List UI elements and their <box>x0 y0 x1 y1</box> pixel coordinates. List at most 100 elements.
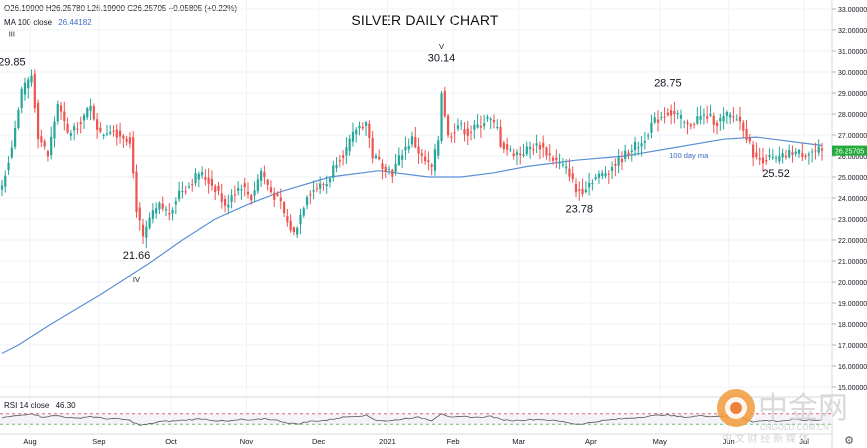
candle[interactable] <box>63 101 66 131</box>
candle[interactable] <box>73 122 76 141</box>
candle[interactable] <box>456 118 460 132</box>
candle[interactable] <box>92 103 95 121</box>
candle[interactable] <box>748 134 751 145</box>
candle[interactable] <box>378 149 381 161</box>
candle[interactable] <box>309 190 312 205</box>
candle[interactable] <box>82 113 86 130</box>
candle[interactable] <box>7 156 10 176</box>
candle[interactable] <box>230 189 233 209</box>
candle[interactable] <box>312 180 315 200</box>
candle[interactable] <box>17 107 20 130</box>
candle[interactable] <box>217 182 220 196</box>
candle[interactable] <box>374 153 378 160</box>
candle[interactable] <box>27 76 30 99</box>
candle[interactable] <box>289 214 292 233</box>
candle[interactable] <box>774 155 778 163</box>
candle[interactable] <box>184 185 187 195</box>
candle[interactable] <box>673 101 676 124</box>
rsi-legend[interactable]: RSI 14 close 46.30 <box>4 401 76 410</box>
candle[interactable] <box>220 183 223 209</box>
candle[interactable] <box>174 197 177 215</box>
candle[interactable] <box>597 170 601 184</box>
candle[interactable] <box>351 122 355 147</box>
candle[interactable] <box>282 200 286 218</box>
candle[interactable] <box>588 172 591 196</box>
candle[interactable] <box>348 134 351 156</box>
candle[interactable] <box>571 166 574 183</box>
candle[interactable] <box>453 123 456 143</box>
candle[interactable] <box>53 116 56 148</box>
candle[interactable] <box>263 165 266 185</box>
candle[interactable] <box>122 133 125 148</box>
candle[interactable] <box>145 220 148 249</box>
candle[interactable] <box>207 168 210 194</box>
candle[interactable] <box>440 90 443 144</box>
candle[interactable] <box>755 142 758 160</box>
candle[interactable] <box>79 116 82 134</box>
candle[interactable] <box>712 112 715 133</box>
candle[interactable] <box>158 201 161 214</box>
candle[interactable] <box>227 194 230 215</box>
candle[interactable] <box>584 181 587 194</box>
candle[interactable] <box>76 122 79 135</box>
candle[interactable] <box>214 183 217 201</box>
rsi-line[interactable] <box>1 413 823 426</box>
candle[interactable] <box>223 195 227 213</box>
candle[interactable] <box>732 107 735 123</box>
candle[interactable] <box>765 154 768 166</box>
candle[interactable] <box>23 77 27 101</box>
candle[interactable] <box>397 147 400 167</box>
candle[interactable] <box>499 119 502 148</box>
candle[interactable] <box>535 134 538 154</box>
candle[interactable] <box>164 205 168 217</box>
candle[interactable] <box>299 208 302 235</box>
candle[interactable] <box>371 130 374 164</box>
candle[interactable] <box>624 144 627 163</box>
candle[interactable] <box>486 114 489 122</box>
candle[interactable] <box>305 195 309 210</box>
candle[interactable] <box>256 173 259 194</box>
candle[interactable] <box>276 191 279 197</box>
candle[interactable] <box>319 176 322 194</box>
candle[interactable] <box>194 168 197 187</box>
candle[interactable] <box>141 218 145 245</box>
candle[interactable] <box>381 159 384 180</box>
candle[interactable] <box>581 178 584 197</box>
candle[interactable] <box>469 125 473 141</box>
candle[interactable] <box>502 140 505 153</box>
candle[interactable] <box>246 182 250 199</box>
candle[interactable] <box>450 132 453 143</box>
candle[interactable] <box>109 124 112 136</box>
candle[interactable] <box>804 153 807 160</box>
candle[interactable] <box>296 226 299 239</box>
candle[interactable] <box>391 168 394 184</box>
candle[interactable] <box>479 115 482 138</box>
candle[interactable] <box>528 141 532 159</box>
candle[interactable] <box>410 131 414 148</box>
candle[interactable] <box>99 122 102 134</box>
candle[interactable] <box>96 113 99 139</box>
candle[interactable] <box>689 122 692 130</box>
candle[interactable] <box>292 226 296 236</box>
candle[interactable] <box>424 150 427 165</box>
candle[interactable] <box>253 181 256 203</box>
candle[interactable] <box>633 136 637 157</box>
candle[interactable] <box>433 143 437 176</box>
candle[interactable] <box>512 148 515 160</box>
candle[interactable] <box>191 178 194 192</box>
candle[interactable] <box>59 101 63 120</box>
candle[interactable] <box>817 139 820 156</box>
ma-legend[interactable]: MA 100 close 26.44182 <box>4 18 92 27</box>
candle[interactable] <box>742 120 745 138</box>
candle[interactable] <box>788 144 791 159</box>
candle[interactable] <box>519 146 522 165</box>
candle[interactable] <box>660 111 663 121</box>
candle[interactable] <box>33 69 36 113</box>
candle[interactable] <box>781 148 784 164</box>
candle[interactable] <box>699 105 702 125</box>
candle[interactable] <box>509 145 512 153</box>
candle[interactable] <box>148 212 151 230</box>
candle[interactable] <box>656 110 660 132</box>
candle[interactable] <box>427 151 430 171</box>
candle[interactable] <box>161 196 164 212</box>
